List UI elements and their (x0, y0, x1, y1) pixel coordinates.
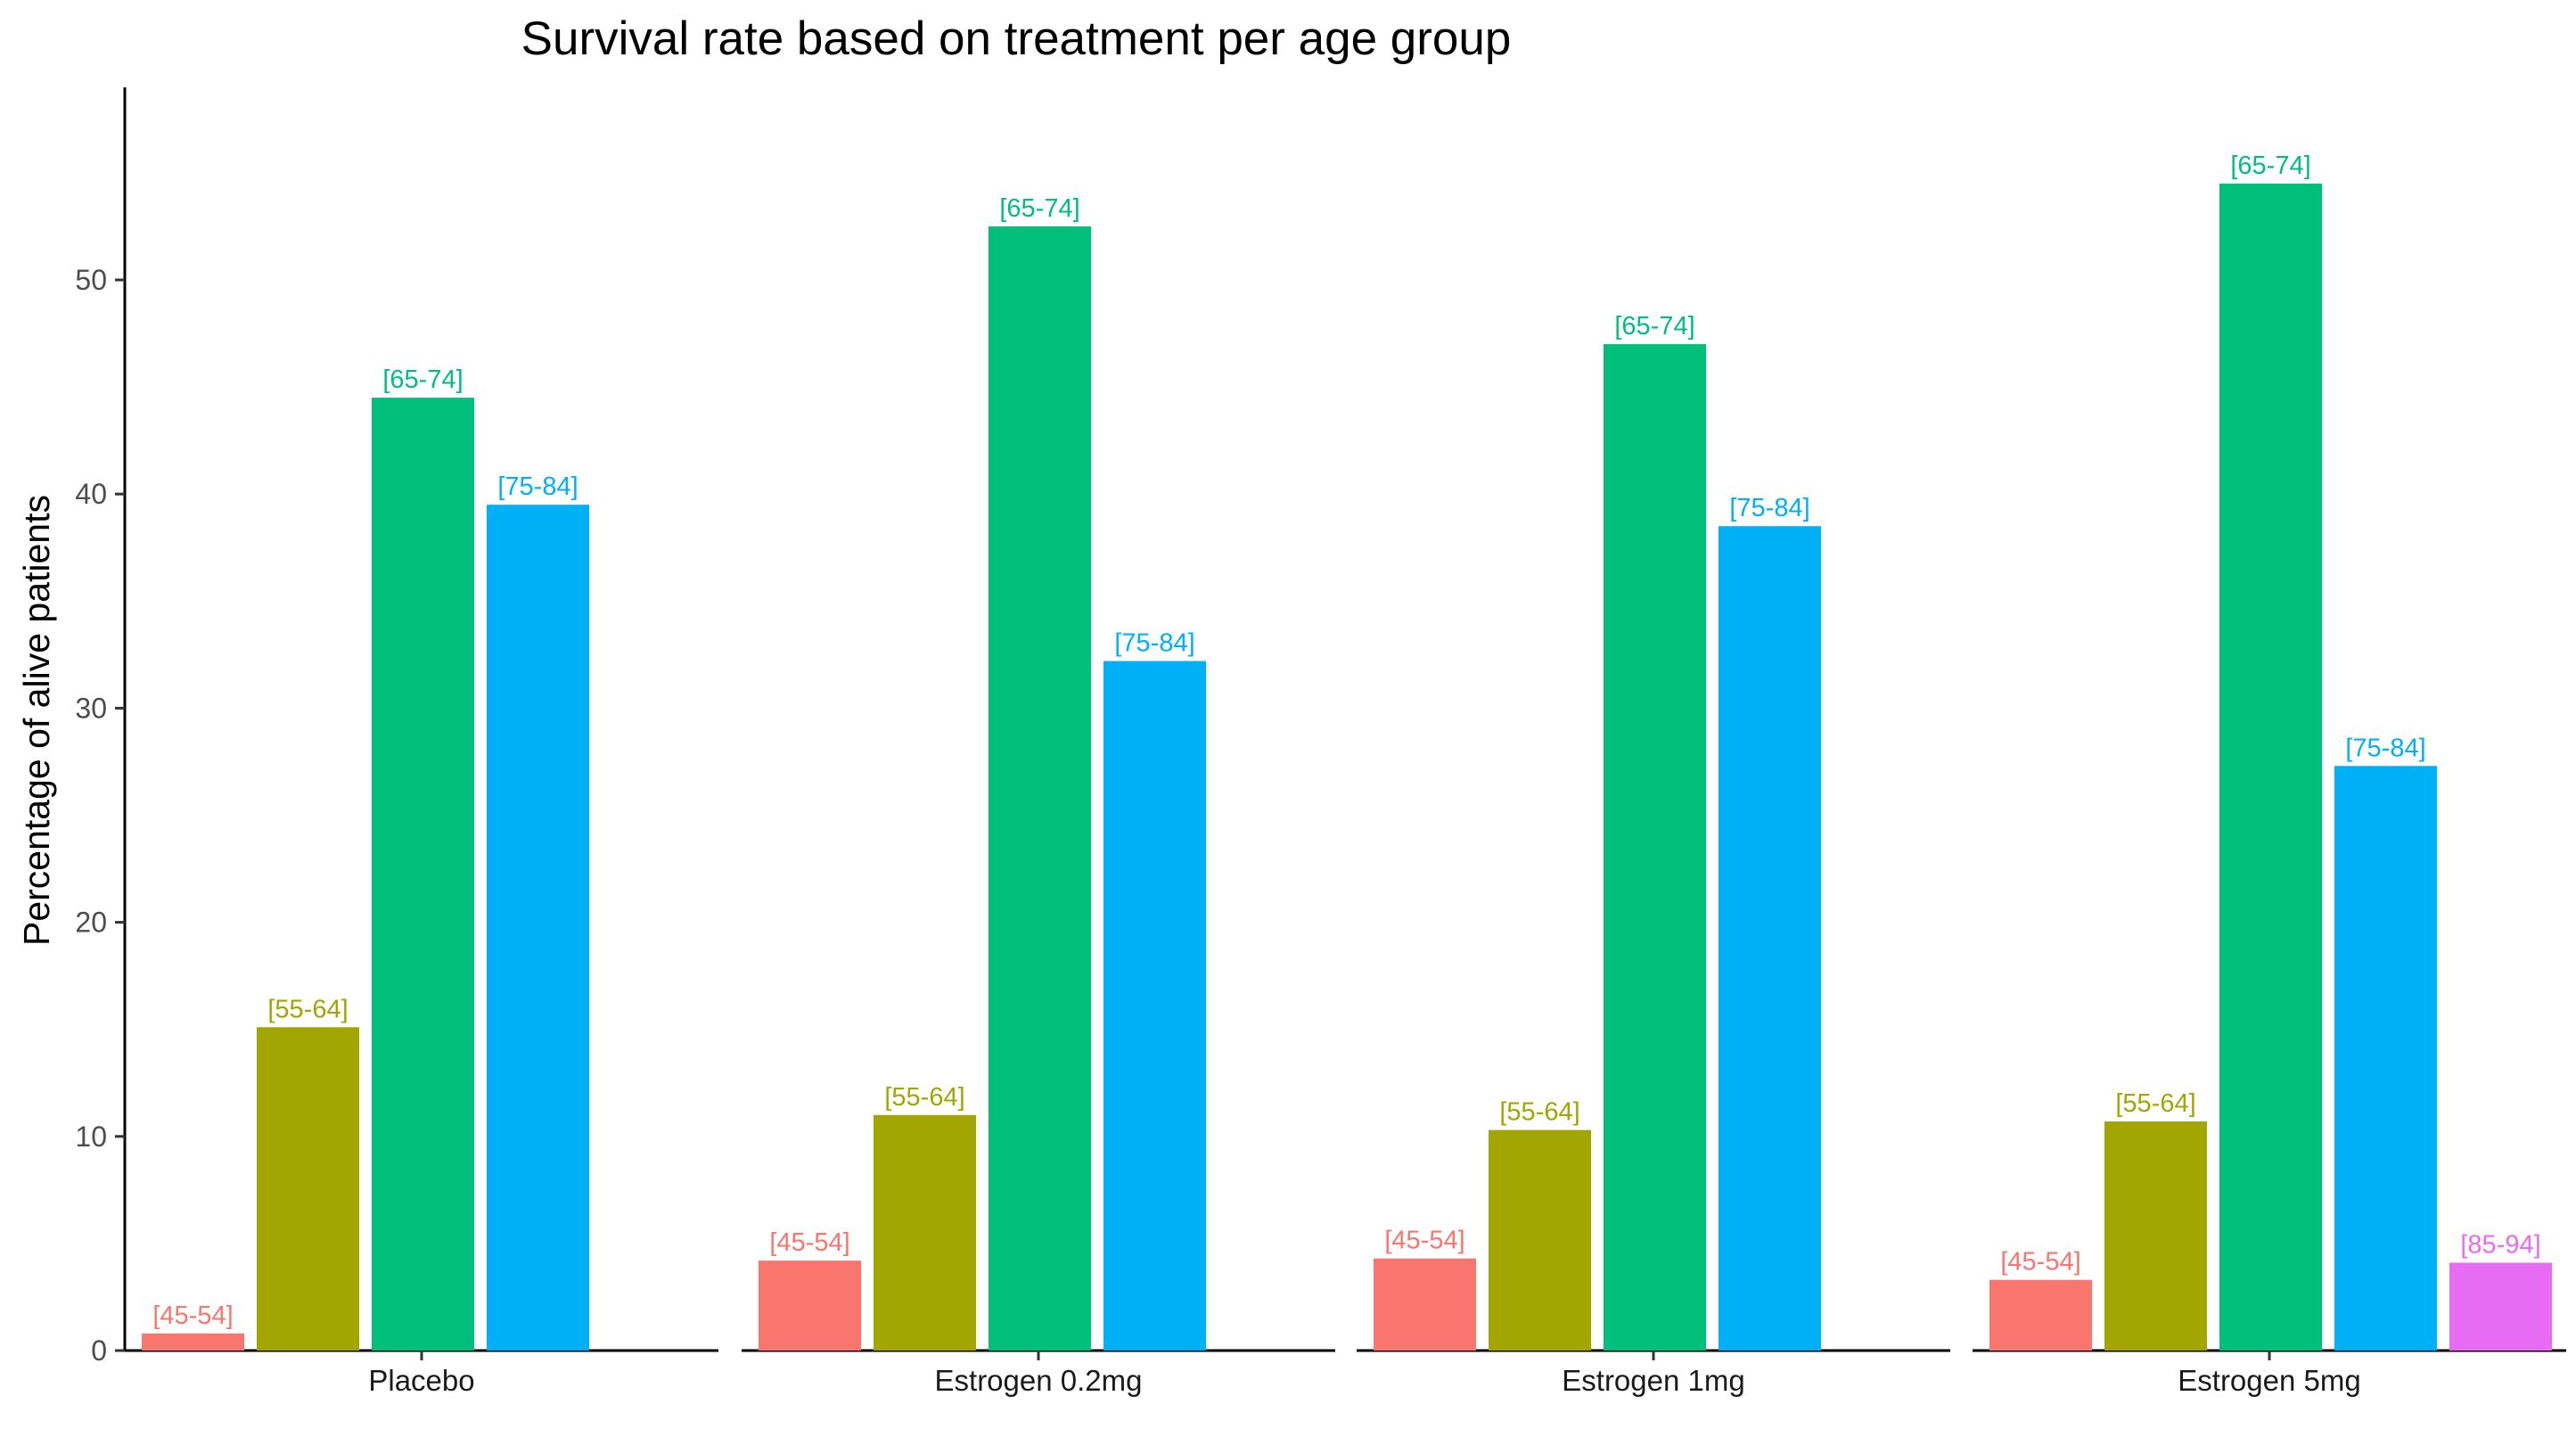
bar (874, 1114, 976, 1351)
bar (142, 1333, 244, 1351)
bar-label: [55-64] (2115, 1089, 2195, 1118)
bar-label: [55-64] (267, 995, 348, 1023)
bar-label: [75-84] (2345, 734, 2425, 762)
y-tick-label: 40 (75, 478, 107, 510)
bar-label: [65-74] (2230, 152, 2310, 180)
bar (1719, 526, 1821, 1351)
chart-title: Survival rate based on treatment per age… (521, 12, 1512, 65)
bar-label: [45-54] (1384, 1227, 1464, 1255)
bar-label: [65-74] (1614, 312, 1694, 341)
bar (1489, 1129, 1591, 1351)
bar (1374, 1258, 1476, 1351)
bar (2334, 766, 2437, 1351)
bar-label: [75-84] (1114, 629, 1194, 658)
bar (1103, 661, 1206, 1351)
bar (759, 1261, 861, 1351)
x-category-label: Estrogen 0.2mg (935, 1364, 1143, 1397)
x-category-label: Estrogen 5mg (2178, 1364, 2360, 1397)
x-category-label: Estrogen 1mg (1562, 1364, 1744, 1397)
bar-label: [45-54] (769, 1228, 849, 1257)
bar (1604, 344, 1706, 1351)
bar (2219, 183, 2322, 1351)
bar (989, 226, 1091, 1351)
bar-label: [65-74] (999, 194, 1079, 223)
bar (372, 398, 474, 1351)
bar (1989, 1279, 2092, 1351)
y-tick-label: 20 (75, 907, 107, 939)
plot-area: 0 10 20 30 40 50 Placebo [45-54] [55-64] [65-74] [… (75, 87, 2566, 1397)
bar (2104, 1121, 2207, 1351)
y-tick-label: 10 (75, 1121, 107, 1153)
y-tick-label: 50 (75, 264, 107, 296)
y-tick-label: 30 (75, 692, 107, 724)
bar-label: [55-64] (884, 1083, 964, 1112)
bar-label: [65-74] (382, 365, 463, 394)
bar-label: [75-84] (1729, 494, 1809, 522)
bar-label: [45-54] (2000, 1248, 2080, 1277)
bar-label: [45-54] (152, 1302, 233, 1330)
y-tick-label: 0 (91, 1335, 107, 1367)
bar (487, 505, 589, 1351)
bar-label: [55-64] (1499, 1098, 1579, 1127)
bar (2449, 1262, 2552, 1351)
bar-label: [75-84] (497, 472, 578, 501)
x-category-label: Placebo (368, 1364, 474, 1397)
bar (257, 1027, 359, 1351)
bar-label: [85-94] (2460, 1231, 2540, 1260)
y-axis-label: Percentage of alive patients (16, 495, 57, 946)
